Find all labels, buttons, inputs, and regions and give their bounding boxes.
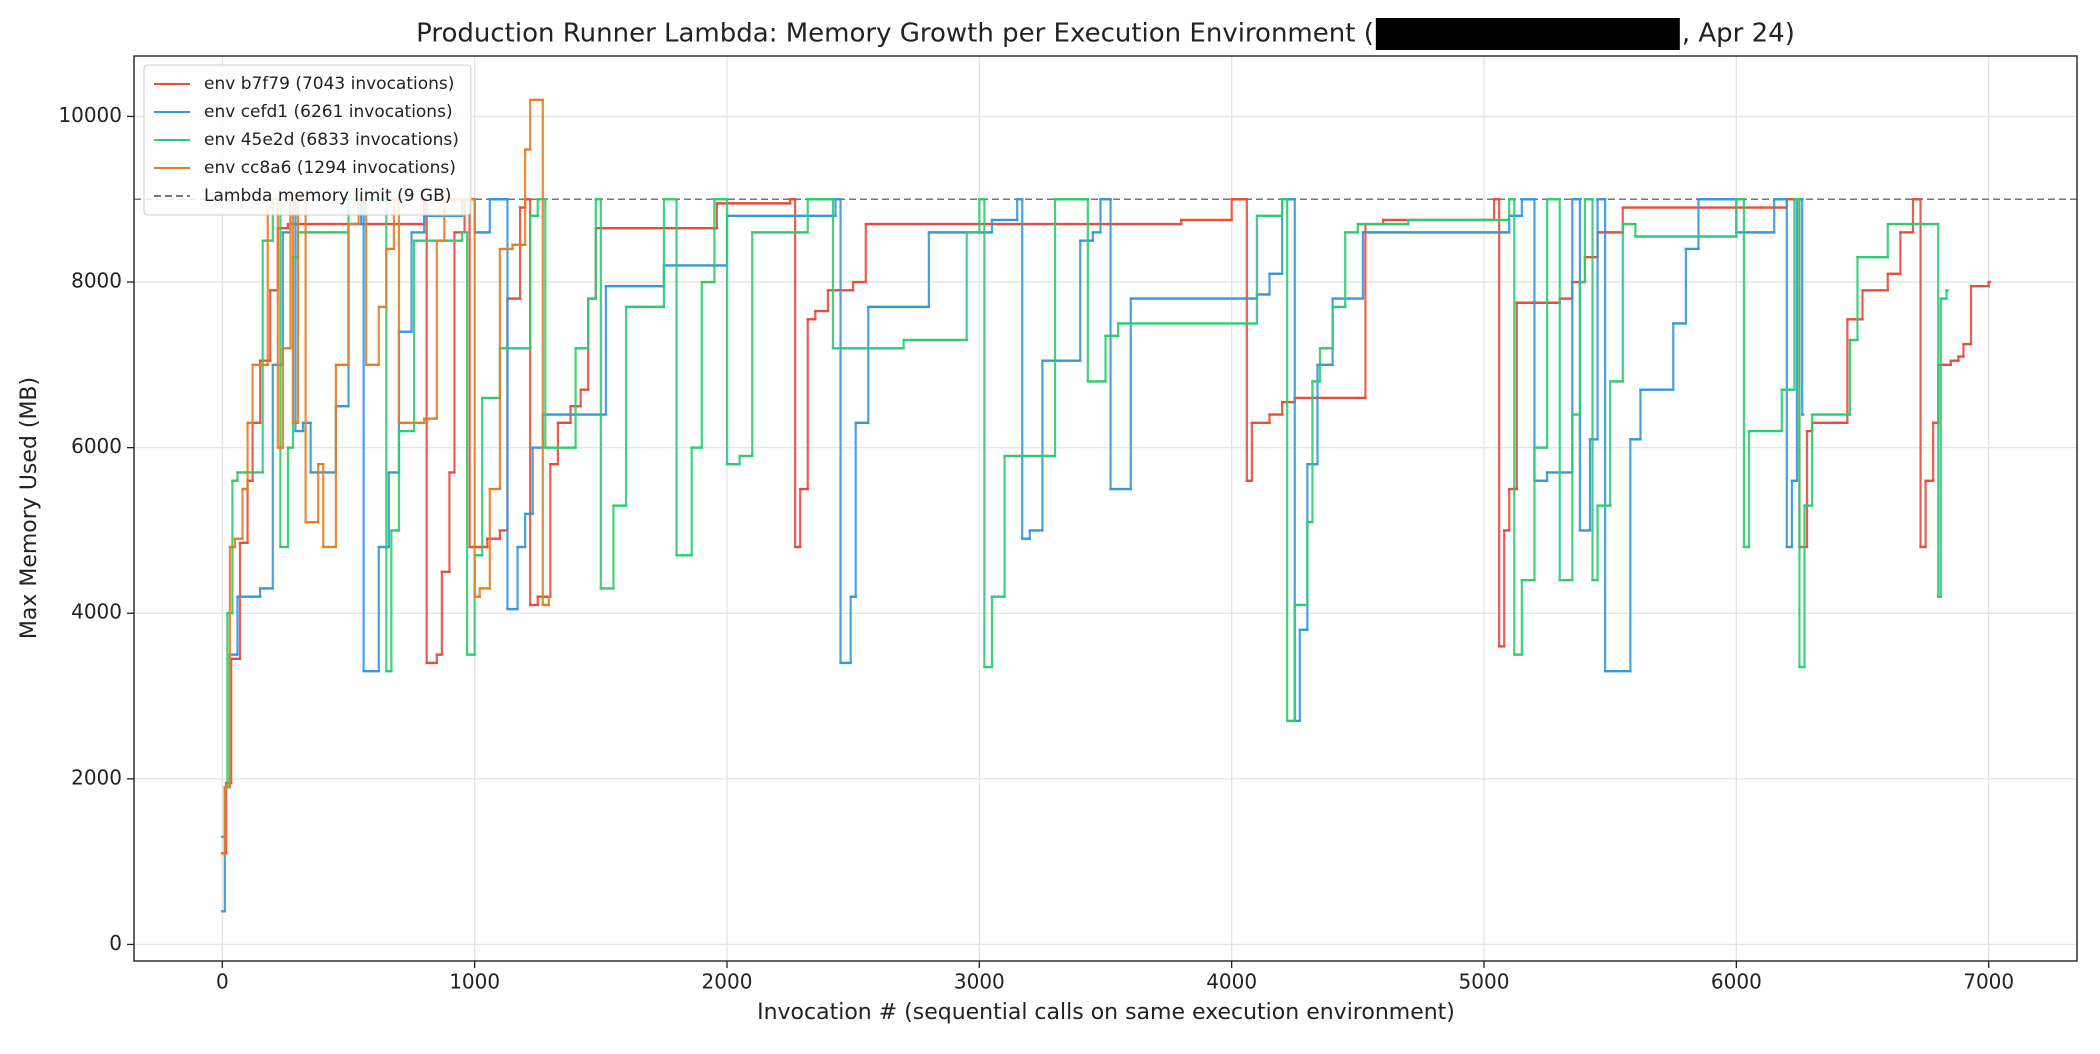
- y-tick-label: 4000: [71, 600, 122, 624]
- legend-label: env 45e2d (6833 invocations): [204, 130, 459, 150]
- y-tick-label: 0: [109, 931, 122, 955]
- legend-label: env cc8a6 (1294 invocations): [204, 158, 456, 178]
- x-tick-label: 0: [216, 970, 229, 994]
- x-tick-label: 1000: [449, 970, 500, 994]
- x-axis-label: Invocation # (sequential calls on same e…: [757, 1000, 1455, 1025]
- y-axis-label: Max Memory Used (MB): [17, 377, 42, 639]
- x-tick-label: 6000: [1711, 970, 1762, 994]
- y-tick-label: 10000: [58, 103, 122, 127]
- chart-title: Production Runner Lambda: Memory Growth …: [416, 19, 1374, 49]
- x-tick-label: 3000: [954, 970, 1005, 994]
- legend-label: env cefd1 (6261 invocations): [204, 102, 453, 122]
- plot-frame: [133, 55, 2078, 962]
- redaction: [1375, 18, 1680, 50]
- legend-label: env b7f79 (7043 invocations): [204, 74, 454, 94]
- chart-title: , Apr 24): [1682, 19, 1795, 49]
- series-line: [221, 198, 1949, 839]
- legend-label: Lambda memory limit (9 GB): [204, 186, 451, 206]
- x-tick-label: 7000: [1963, 970, 2014, 994]
- x-tick-label: 4000: [1206, 970, 1257, 994]
- y-tick-label: 6000: [71, 434, 122, 458]
- legend-box: [143, 64, 472, 216]
- y-tick-label: 2000: [71, 765, 122, 789]
- x-tick-label: 2000: [702, 970, 753, 994]
- y-tick-label: 8000: [71, 269, 122, 293]
- x-tick-label: 5000: [1459, 970, 1510, 994]
